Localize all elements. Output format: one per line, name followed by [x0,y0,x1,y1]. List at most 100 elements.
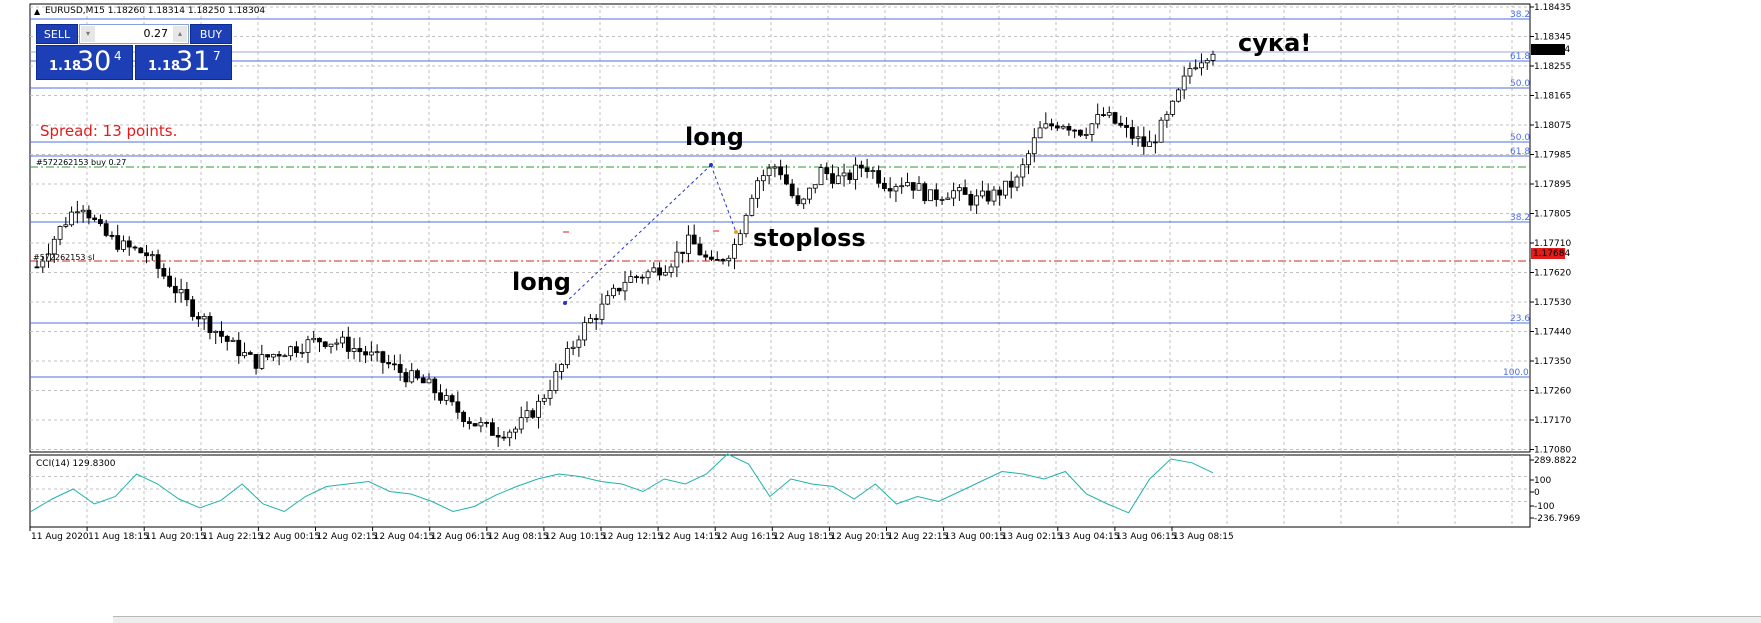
candle-body [144,252,149,257]
time-axis-label: 13 Aug 06:15 [1116,532,1177,542]
candle-body [449,395,455,403]
candle-body [178,289,184,294]
candle-body [576,339,582,348]
candle-body [167,275,172,287]
candle-body [616,287,622,292]
candle-body [219,330,224,337]
candle-body [732,244,737,259]
candle-body [933,189,939,200]
candle-body [328,343,334,347]
candle-body [559,364,564,372]
candle-body [864,167,870,172]
candle-body [789,183,795,197]
candle-body [1106,112,1112,116]
candle-body [507,431,513,439]
candle-body [951,190,956,199]
candle-body [824,167,830,175]
candle-body [484,422,490,424]
price-axis-label: 1.18345 [1534,33,1571,43]
candle-body [86,209,92,219]
candle-body [46,253,51,262]
time-axis-label: 12 Aug 18:15 [773,532,834,542]
candle-body [547,390,553,399]
stoploss-line-label: #572262153 sl [33,253,95,262]
candle-body [1020,164,1026,178]
candle-body [1014,176,1020,188]
candle-body [870,170,876,172]
candle-body [887,188,893,192]
candle-body [380,351,386,363]
candle-body [1204,60,1210,64]
price-axis-label: 1.17350 [1534,357,1571,367]
candle-body [962,187,968,195]
sell-price-button[interactable]: 1.18 30 4 [36,45,133,80]
price-axis-label: 1.17260 [1534,387,1571,397]
candle-body [80,209,86,213]
candle-body [807,187,812,200]
candle-body [213,330,219,333]
candle-body [247,352,253,355]
candle-body [51,238,57,255]
candle-body [265,354,270,358]
candle-body [184,289,190,301]
lot-size-input[interactable]: ▾ 0.27 ▴ [79,24,189,44]
candle-body [755,180,760,199]
candle-body [588,318,593,324]
buy-button[interactable]: BUY [190,24,232,44]
fibo-level-label: 61.8 [1510,147,1530,157]
time-axis-label: 12 Aug 02:15 [317,532,378,542]
fibo-level-label: 23.6 [1510,314,1530,324]
candle-body [1210,53,1216,61]
fibo-level-label: 50.0 [1510,133,1530,143]
candle-body [357,348,363,353]
lot-decrease-icon[interactable]: ▾ [81,26,95,42]
collapse-icon[interactable]: ▲ [34,7,41,16]
candle-body [1008,180,1014,188]
candle-body [772,166,778,169]
candle-body [92,217,98,220]
annotation-long-1: long [512,268,571,296]
sell-button[interactable]: SELL [36,24,78,44]
fibo-level-label: 38.2 [1510,213,1530,223]
candle-body [985,190,991,202]
buy-price-button[interactable]: 1.18 31 7 [135,45,232,80]
cci-axis-label: -100 [1534,502,1555,512]
lot-increase-icon[interactable]: ▴ [173,26,187,42]
time-axis-label: 12 Aug 22:15 [888,532,949,542]
candle-body [259,354,265,369]
candle-body [1049,123,1054,127]
candle-body [495,435,501,438]
candle-body [57,225,63,240]
horizontal-scrollbar[interactable] [113,616,1761,623]
candle-body [513,428,518,433]
price-axis-label: 1.17620 [1534,269,1571,279]
candle-body [795,195,801,205]
candle-body [518,417,524,430]
candle-body [841,172,847,177]
trade-close-marker [734,230,738,234]
candle-body [818,167,824,186]
candle-body [40,260,46,268]
candle-body [858,164,864,169]
current-price-tag [1531,44,1565,55]
candle-body [882,182,887,189]
candle-body [853,164,858,180]
candle-body [1141,136,1147,147]
lot-size-value: 0.27 [143,27,169,40]
cci-axis-label: 0 [1534,488,1540,498]
candle-body [409,370,415,383]
candle-body [236,339,242,357]
candle-body [1118,122,1124,126]
candle-body [242,352,247,357]
candle-body [1066,125,1072,131]
cci-axis-label: 100 [1534,476,1551,486]
candle-body [282,355,288,358]
cci-line [30,453,1214,514]
annotation-long-2: long [685,123,744,151]
candle-body [420,377,426,384]
candle-body [686,234,691,254]
candle-body [334,342,340,345]
candle-body [1060,125,1066,129]
candle-body [230,339,236,342]
